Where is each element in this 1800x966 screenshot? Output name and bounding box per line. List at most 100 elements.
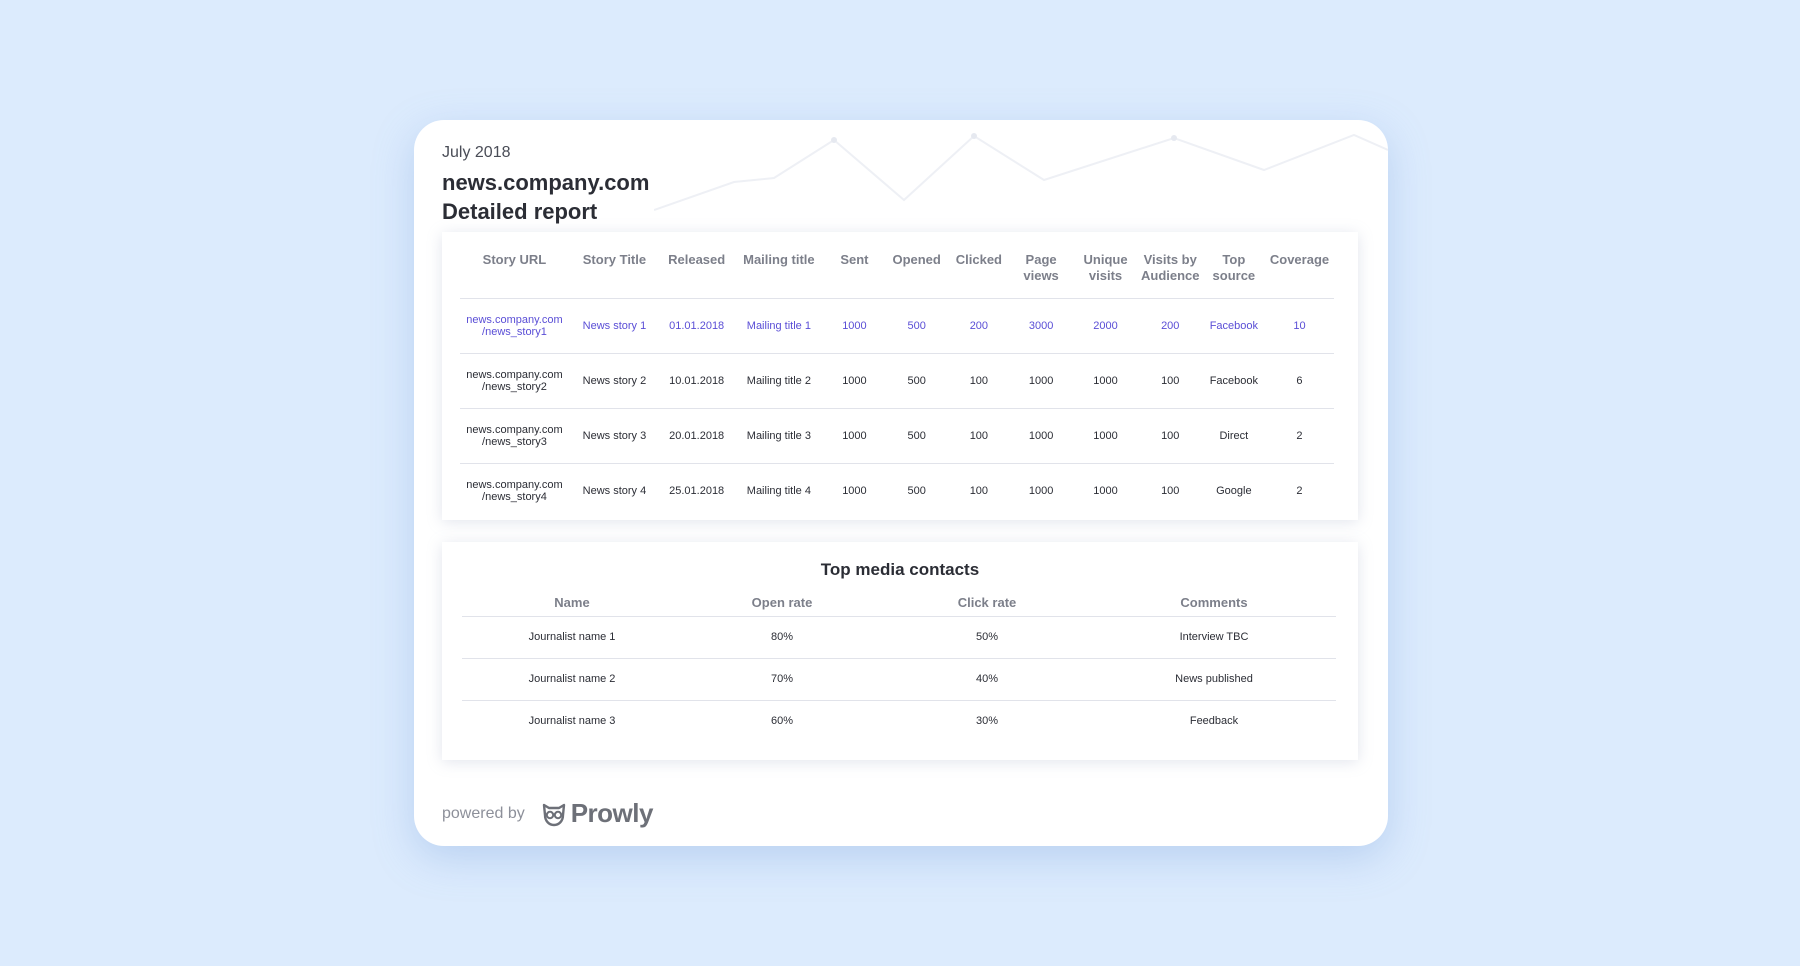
table-row[interactable]: news.company.com /news_story4 News story … (460, 463, 1334, 518)
cell-mailing: Mailing title 2 (733, 353, 825, 409)
media-contacts-table: Name Open rate Click rate Comments Journ… (462, 590, 1336, 742)
cell-coverage: 2 (1296, 484, 1303, 497)
cell-clicked: 200 (948, 298, 1009, 354)
cell-opened: 500 (884, 408, 949, 464)
cell-released: 01.01.2018 (660, 298, 734, 354)
column-header[interactable]: Visits by Audience (1137, 244, 1203, 299)
report-site: news.company.com (442, 170, 650, 195)
media-contacts-title: Top media contacts (820, 560, 980, 579)
column-header[interactable]: Coverage (1264, 244, 1334, 299)
cell-clicked: 100 (948, 353, 1009, 409)
stories-panel: Story URL Story Title Released Mailing t… (442, 232, 1358, 520)
column-header[interactable]: Unique visits (1073, 244, 1138, 299)
cell-released: 25.01.2018 (669, 484, 725, 497)
cell-open: 70% (682, 658, 882, 701)
cell-title: News story 2 (568, 353, 660, 409)
brand-name: Prowly (570, 798, 654, 828)
column-header[interactable]: Open rate (682, 590, 882, 617)
decorative-line-chart (654, 133, 1388, 211)
table-row[interactable]: news.company.com /news_story1 News story … (460, 298, 1334, 354)
cell-audience: 200 (1137, 298, 1203, 354)
cell-opened: 500 (884, 353, 949, 409)
cell-audience: 100 (1137, 408, 1203, 464)
cell-source: Google (1216, 484, 1252, 497)
cell-page-views: 1000 (1008, 408, 1074, 464)
column-header[interactable]: Click rate (882, 590, 1092, 617)
cell-comment: Feedback (1189, 715, 1239, 728)
column-header[interactable]: Opened (884, 244, 949, 299)
cell-title: News story 3 (568, 408, 660, 464)
table-row[interactable]: news.company.com /news_story3 News story … (460, 408, 1334, 464)
cell-url[interactable]: news.company.com /news_story2 (460, 353, 569, 409)
cell-mailing: Mailing title 1 (733, 298, 825, 354)
cell-title: News story 1 (568, 298, 660, 354)
cell-url[interactable]: news.company.com /news_story4 (466, 478, 563, 503)
cell-clicked: 100 (969, 484, 989, 497)
cell-click: 30% (975, 715, 999, 728)
cell-coverage: 2 (1264, 408, 1334, 464)
cell-sent: 1000 (824, 408, 885, 464)
table-row[interactable]: Journalist name 2 70% 40% News published (462, 658, 1336, 701)
report-card: July 2018 news.company.com Detailed repo… (414, 120, 1388, 846)
cell-sent: 1000 (824, 353, 885, 409)
cell-source: Direct (1202, 408, 1265, 464)
cell-audience: 100 (1137, 353, 1203, 409)
cell-comment: Interview TBC (1092, 616, 1336, 659)
table-row[interactable]: news.company.com /news_story2 News story … (460, 353, 1334, 409)
cell-click: 50% (882, 616, 1092, 659)
report-header: July 2018 news.company.com Detailed repo… (442, 144, 649, 225)
cell-opened: 500 (884, 298, 949, 354)
cell-url[interactable]: news.company.com /news_story3 (460, 408, 569, 464)
column-header[interactable]: Name (462, 590, 682, 617)
table-header-row: Name Open rate Click rate Comments (462, 590, 1336, 617)
cell-url[interactable]: news.company.com /news_story1 (460, 298, 569, 354)
table-row[interactable]: Journalist name 3 60% 30% Feedback (462, 700, 1336, 742)
column-header[interactable]: Released (660, 244, 734, 299)
cell-opened: 500 (907, 484, 926, 497)
cell-unique: 1000 (1073, 353, 1138, 409)
cell-page-views: 3000 (1008, 298, 1074, 354)
cell-open: 80% (682, 616, 882, 659)
media-contacts-panel: Top media contacts Name Open rate Click … (442, 542, 1358, 760)
cell-source: Facebook (1202, 298, 1265, 354)
column-header[interactable]: Clicked (948, 244, 1009, 299)
cell-page-views: 1000 (1008, 353, 1074, 409)
cell-released: 10.01.2018 (660, 353, 734, 409)
cell-title: News story 4 (582, 484, 647, 497)
report-footer: powered by Prowly (442, 798, 653, 829)
cell-name: Journalist name 3 (528, 715, 616, 728)
cell-page-views: 1000 (1028, 484, 1054, 497)
cell-sent: 1000 (842, 484, 867, 497)
cell-click: 40% (882, 658, 1092, 701)
cell-comment: News published (1092, 658, 1336, 701)
report-title: Detailed report (442, 199, 598, 224)
column-header[interactable]: Story Title (568, 244, 660, 299)
cell-clicked: 100 (948, 408, 1009, 464)
cell-released: 20.01.2018 (660, 408, 734, 464)
prowly-logo[interactable]: Prowly (541, 798, 653, 829)
cell-unique: 1000 (1093, 484, 1118, 497)
column-header[interactable]: Page views (1008, 244, 1074, 299)
column-header[interactable]: Mailing title (733, 244, 825, 299)
column-header[interactable]: Story URL (460, 244, 569, 299)
cell-name: Journalist name 2 (462, 658, 682, 701)
table-row[interactable]: Journalist name 1 80% 50% Interview TBC (462, 616, 1336, 659)
table-header-row: Story URL Story Title Released Mailing t… (460, 244, 1334, 299)
cell-unique: 2000 (1073, 298, 1138, 354)
column-header[interactable]: Top source (1202, 244, 1265, 299)
column-header[interactable]: Comments (1092, 590, 1336, 617)
cell-coverage: 10 (1264, 298, 1334, 354)
cell-mailing: Mailing title 3 (733, 408, 825, 464)
cell-sent: 1000 (824, 298, 885, 354)
cell-name: Journalist name 1 (462, 616, 682, 659)
column-header[interactable]: Sent (824, 244, 885, 299)
cell-unique: 1000 (1073, 408, 1138, 464)
cell-coverage: 6 (1264, 353, 1334, 409)
cell-mailing: Mailing title 4 (746, 484, 811, 497)
cell-source: Facebook (1202, 353, 1265, 409)
stories-table: Story URL Story Title Released Mailing t… (460, 244, 1334, 518)
owl-logo-icon (542, 803, 565, 826)
cell-audience: 100 (1161, 484, 1180, 497)
report-month: July 2018 (442, 144, 511, 161)
powered-by-label: powered by (442, 804, 525, 822)
